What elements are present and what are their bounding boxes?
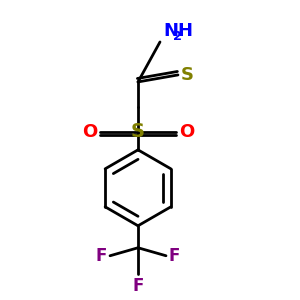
Text: F: F [96, 247, 107, 265]
Text: F: F [169, 247, 180, 265]
Text: O: O [179, 123, 194, 141]
Text: S: S [181, 66, 194, 84]
Text: F: F [132, 277, 144, 295]
Text: NH: NH [163, 22, 193, 40]
Text: O: O [82, 123, 97, 141]
Text: S: S [131, 122, 145, 141]
Text: 2: 2 [173, 30, 182, 43]
